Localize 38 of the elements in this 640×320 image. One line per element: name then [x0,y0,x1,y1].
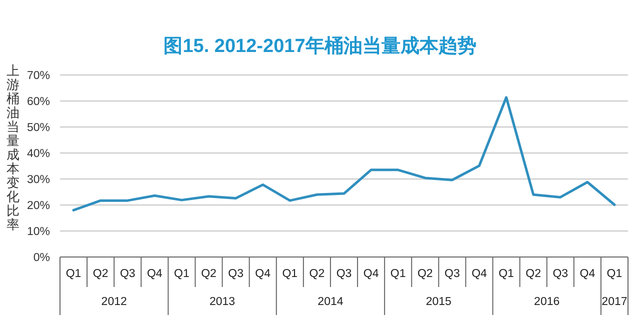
x-tick-label: Q1 [390,268,406,280]
x-tick-label: Q4 [255,268,272,280]
x-tick-label: Q4 [146,268,163,280]
y-tick-label: 70% [26,70,50,82]
x-tick-label: Q1 [66,268,82,280]
y-tick-label: 0% [33,252,50,264]
x-tick-label: Q3 [552,268,568,280]
text: 2017 [602,296,628,308]
x-tick-label: Q2 [417,268,433,280]
x-tick-label: Q2 [526,268,542,280]
x-tick-label: Q3 [228,268,244,280]
text: 2012 [101,296,127,308]
y-tick-label: 40% [26,148,50,160]
x-tick-label: Q1 [282,268,298,280]
x-tick-label: Q2 [309,268,325,280]
y-tick-label: 20% [26,200,50,212]
x-tick-label: Q2 [92,268,108,280]
x-tick-label: Q1 [606,268,622,280]
x-tick-label: Q4 [580,268,596,280]
x-tick-label: Q4 [472,268,488,280]
y-tick-label: 30% [26,174,50,186]
x-tick-label: Q1 [174,268,190,280]
x-tick-label: Q1 [498,268,514,280]
text: 2013 [209,296,236,308]
x-tick-label: Q3 [120,268,136,280]
text: 2016 [534,296,560,308]
text: 2014 [318,296,344,308]
y-tick-label: 60% [26,96,50,108]
x-tick-label: Q3 [336,268,352,280]
y-tick-label: 10% [26,226,50,238]
text: 上游桶油当量成本变化比率 [6,63,20,232]
x-tick-label: Q2 [201,268,216,280]
chart-title: 图15. 2012-2017年桶油当量成本趋势 [164,35,476,57]
text: 2015 [426,296,452,308]
x-tick-label: Q3 [444,268,460,280]
x-tick-label: Q4 [363,268,380,280]
y-tick-label: 50% [26,122,50,134]
line-series [72,96,616,212]
